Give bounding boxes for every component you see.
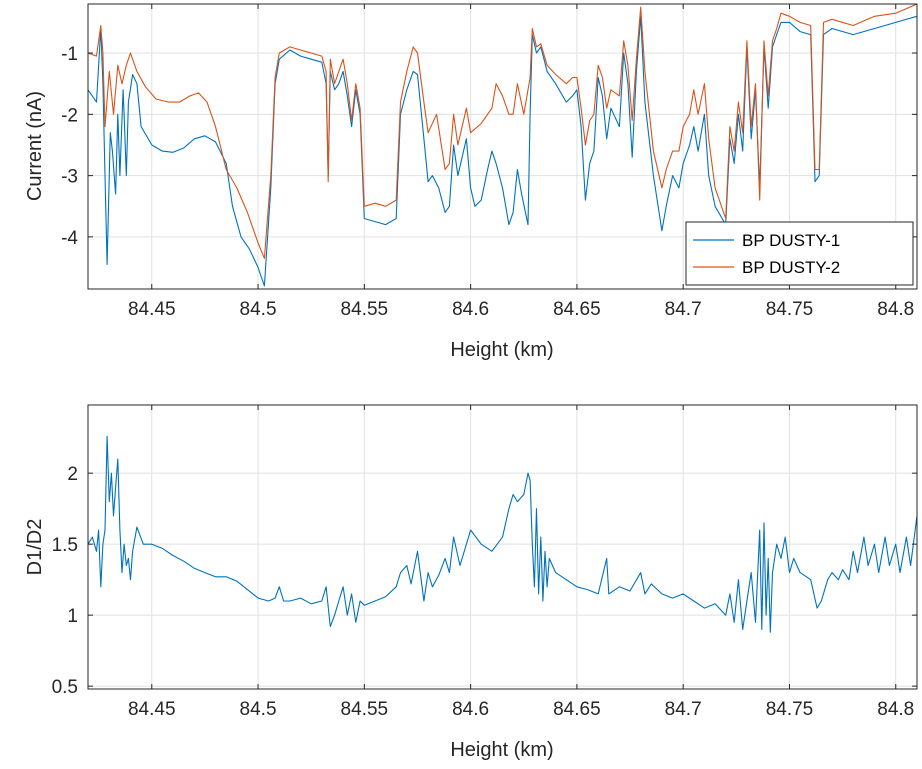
x-tick-label: 84.75 bbox=[766, 699, 814, 720]
x-tick-label: 84.7 bbox=[665, 299, 702, 320]
ratio-plot-x-ticks: 84.45 84.5 84.55 84.6 84.65 84.7 84.75 84.8 bbox=[128, 405, 914, 720]
current-plot: 84.45 84.5 84.55 84.6 84.65 84.7 84.75 84.8 -4-… bbox=[24, 3, 918, 361]
ratio-plot-frame bbox=[87, 404, 918, 690]
ratio-plot-series bbox=[88, 435, 917, 633]
x-tick-label: 84.45 bbox=[128, 699, 176, 720]
series-line-bp-dusty-1 bbox=[88, 15, 917, 287]
x-tick-label: 84.55 bbox=[341, 699, 389, 720]
x-tick-label: 84.6 bbox=[452, 299, 489, 320]
current-plot-y-ticks: -4 -3 -2 -1 bbox=[61, 44, 917, 249]
x-tick-label: 84.7 bbox=[665, 699, 702, 720]
y-tick-label: -3 bbox=[61, 167, 78, 188]
series-line-series-0 bbox=[88, 435, 917, 633]
y-tick-label: 1.5 bbox=[52, 535, 78, 556]
current-plot-y-axis-label: Current (nA) bbox=[24, 91, 46, 201]
legend-box bbox=[685, 221, 914, 286]
current-plot-x-axis-label: Height (km) bbox=[450, 339, 553, 361]
y-tick-label: -4 bbox=[61, 228, 78, 249]
y-tick-label: 0.5 bbox=[52, 677, 78, 698]
x-tick-label: 84.65 bbox=[553, 699, 601, 720]
ratio-plot-y-axis-label: D1/D2 bbox=[24, 519, 46, 576]
x-tick-label: 84.5 bbox=[240, 299, 277, 320]
y-tick-label: -1 bbox=[61, 44, 78, 65]
ratio-plot: 84.45 84.5 84.55 84.6 84.65 84.7 84.75 84.8 0.5… bbox=[24, 404, 918, 761]
ratio-plot-grid bbox=[88, 405, 917, 689]
x-tick-label: 84.8 bbox=[877, 699, 914, 720]
y-tick-label: -2 bbox=[61, 105, 78, 126]
y-tick-label: 1 bbox=[67, 606, 78, 627]
x-tick-label: 84.5 bbox=[240, 699, 277, 720]
x-tick-label: 84.55 bbox=[341, 299, 389, 320]
current-plot-frame bbox=[87, 3, 918, 290]
ratio-plot-y-ticks: 0.5 1 1.5 2 bbox=[52, 464, 917, 698]
current-plot-x-ticks: 84.45 84.5 84.55 84.6 84.65 84.7 84.75 84.8 bbox=[128, 4, 914, 320]
legend-label-dusty-1: BP DUSTY-1 bbox=[742, 231, 840, 250]
x-tick-label: 84.6 bbox=[452, 699, 489, 720]
current-plot-series bbox=[88, 4, 917, 287]
x-tick-label: 84.45 bbox=[128, 299, 176, 320]
ratio-plot-area bbox=[88, 405, 917, 689]
ratio-plot-x-axis-label: Height (km) bbox=[450, 739, 553, 761]
legend: BP DUSTY-1 BP DUSTY-2 bbox=[685, 221, 914, 286]
x-tick-label: 84.8 bbox=[877, 299, 914, 320]
legend-label-dusty-2: BP DUSTY-2 bbox=[742, 258, 840, 277]
x-tick-label: 84.65 bbox=[553, 299, 601, 320]
y-tick-label: 2 bbox=[67, 464, 78, 485]
series-line-bp-dusty-2 bbox=[88, 4, 917, 259]
x-tick-label: 84.75 bbox=[766, 299, 814, 320]
